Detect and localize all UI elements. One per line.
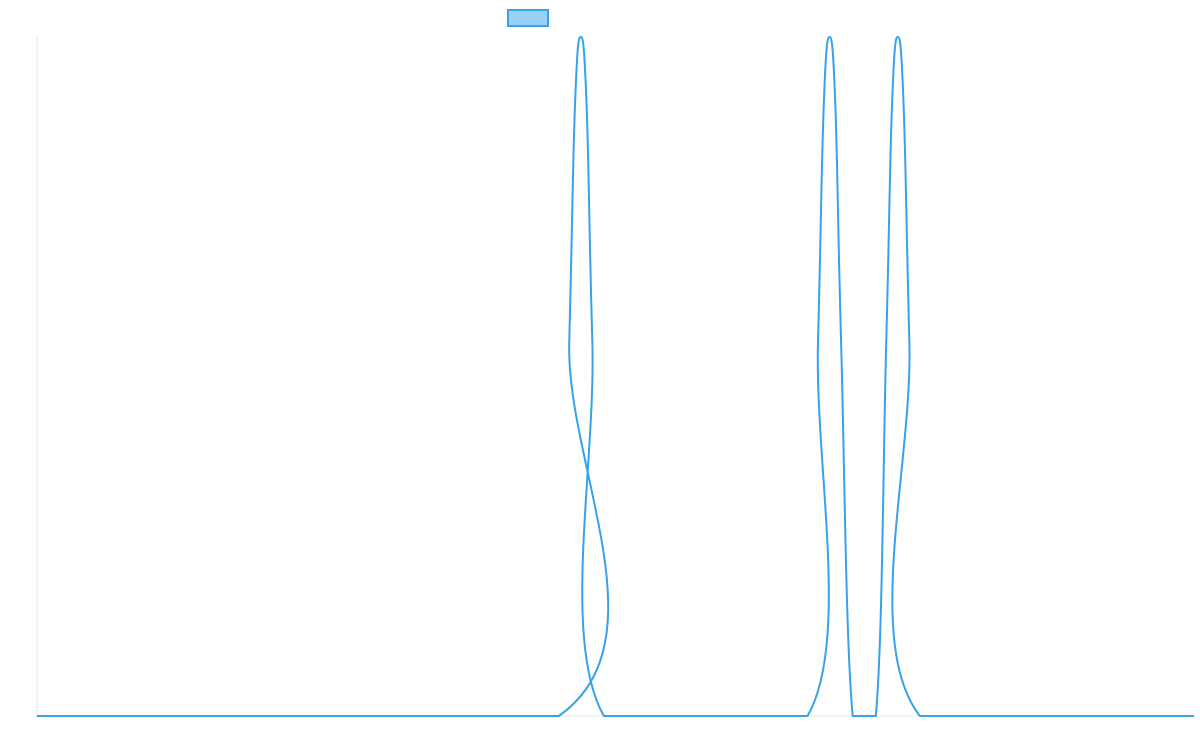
axes [36, 37, 1194, 717]
series-line-0 [37, 36, 1194, 718]
legend-swatch[interactable] [507, 9, 549, 27]
series-layer [37, 36, 1194, 718]
legend[interactable] [507, 9, 549, 27]
